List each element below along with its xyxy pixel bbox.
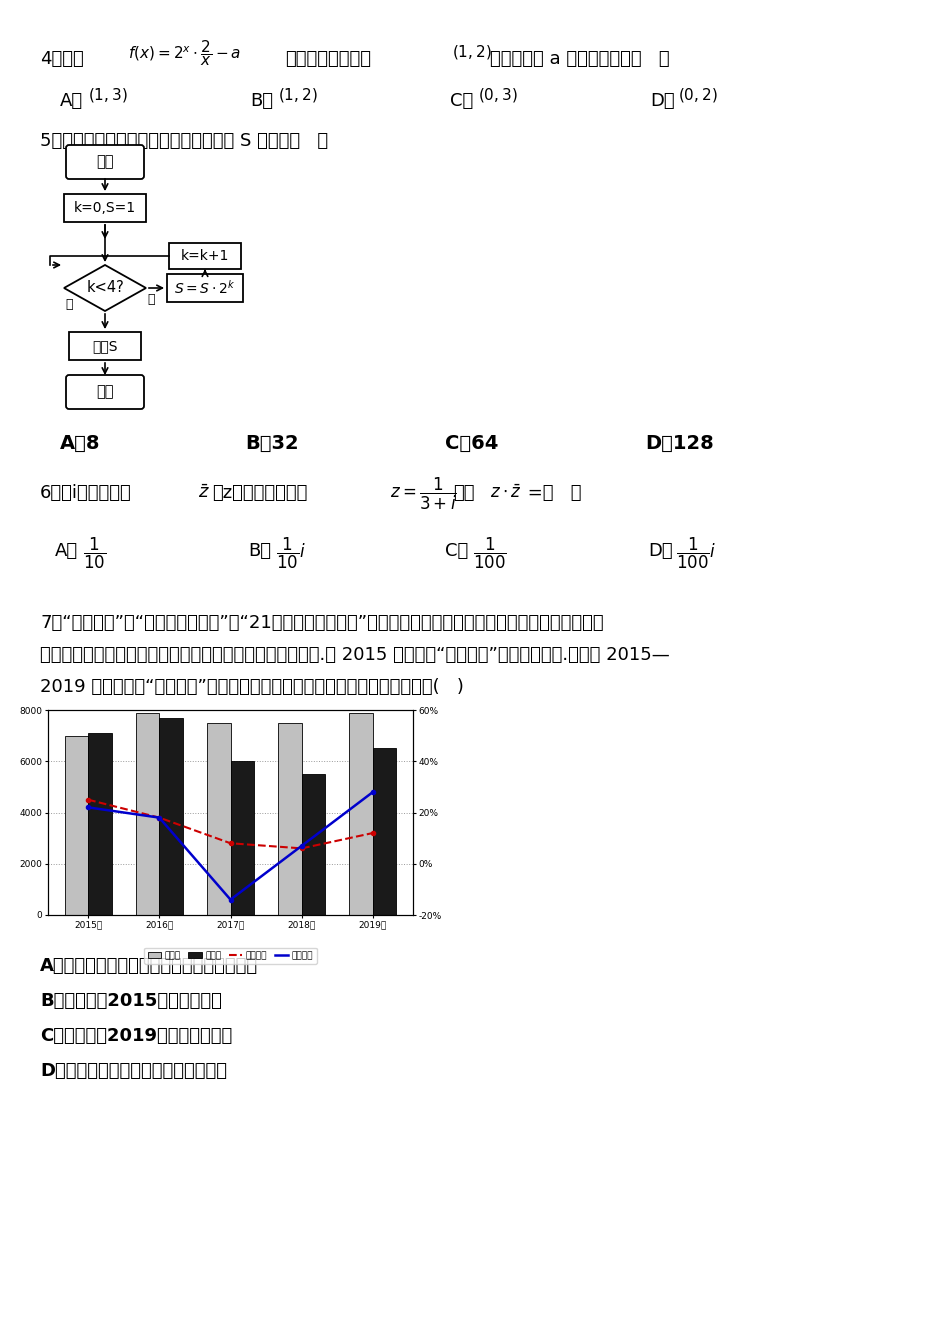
Bar [65, 735, 88, 915]
Bar [64, 194, 146, 222]
Text: 为z的共轭复数，若: 为z的共轭复数，若 [212, 484, 308, 503]
Text: C．这五年，2019年进口增速最快: C．这五年，2019年进口增速最快 [40, 1027, 232, 1046]
出口增速 [225, 835, 237, 851]
Text: $\dfrac{1}{100}i$: $\dfrac{1}{100}i$ [676, 536, 716, 571]
Line: 出口增速: 出口增速 [86, 797, 375, 851]
FancyBboxPatch shape [66, 145, 144, 179]
Polygon shape [64, 265, 146, 310]
Text: A．: A． [55, 542, 78, 560]
Text: $f(x)=2^{x}\cdot\dfrac{2}{x}-a$: $f(x)=2^{x}\cdot\dfrac{2}{x}-a$ [128, 38, 241, 67]
Text: 4．函数: 4．函数 [40, 50, 84, 69]
Text: $z\cdot\bar{z}$: $z\cdot\bar{z}$ [490, 484, 522, 503]
Text: 5．执行如图所示的程序框图，则输出的 S 的值是（   ）: 5．执行如图所示的程序框图，则输出的 S 的值是（ ） [40, 132, 328, 151]
Text: $\dfrac{1}{100}$: $\dfrac{1}{100}$ [473, 536, 506, 571]
Text: 7．“一带一路”是“丝绸之路经济带”和“21世纪海上丝绸之路”的简称，旨在积极发展我国与沿线国家经济合作关: 7．“一带一路”是“丝绸之路经济带”和“21世纪海上丝绸之路”的简称，旨在积极发… [40, 614, 603, 632]
Text: 开始: 开始 [96, 155, 114, 169]
Line: 进口增速: 进口增速 [86, 790, 375, 902]
Text: B．: B． [250, 91, 273, 110]
Text: D．这五年，出口增速前四年逐年下降: D．这五年，出口增速前四年逐年下降 [40, 1062, 227, 1081]
Text: $(1,2)$: $(1,2)$ [278, 86, 317, 103]
Text: $\dfrac{1}{10}$: $\dfrac{1}{10}$ [83, 536, 106, 571]
Text: A．: A． [60, 91, 84, 110]
Bar [302, 774, 325, 915]
FancyBboxPatch shape [66, 375, 144, 409]
Legend: 出口数, 进口数, 出口增速, 进口增速: 出口数, 进口数, 出口增速, 进口增速 [144, 948, 317, 964]
Text: C．: C． [445, 542, 468, 560]
出口增速 [83, 792, 94, 808]
Text: 输出S: 输出S [92, 339, 118, 353]
Bar [373, 749, 396, 915]
Bar [69, 332, 141, 360]
进口增速 [225, 891, 237, 907]
Text: B．这五年，2015年出口额最少: B．这五年，2015年出口额最少 [40, 992, 222, 1009]
Text: 否: 否 [65, 298, 72, 310]
Text: $S=S\cdot 2^{k}$: $S=S\cdot 2^{k}$ [174, 280, 236, 297]
Text: 2019 年，我国对“一带一路”沿线国家进出口情况统计图，下列描述错误的是(   ): 2019 年，我国对“一带一路”沿线国家进出口情况统计图，下列描述错误的是( ) [40, 677, 464, 696]
Text: $(0,2)$: $(0,2)$ [678, 86, 718, 103]
Text: B．32: B．32 [245, 434, 298, 453]
Text: 结束: 结束 [96, 384, 114, 399]
进口增速 [368, 784, 379, 800]
Bar [207, 723, 231, 915]
Bar [169, 243, 241, 269]
Text: 内，则实数 a 的取值范围是（   ）: 内，则实数 a 的取值范围是（ ） [490, 50, 670, 69]
Text: 是: 是 [147, 293, 155, 306]
Text: C．: C． [450, 91, 473, 110]
Text: 6．设i为数单位，: 6．设i为数单位， [40, 484, 132, 503]
Text: $z=\dfrac{1}{3+i}$: $z=\dfrac{1}{3+i}$ [390, 476, 457, 512]
Text: D．: D． [648, 542, 673, 560]
进口增速 [83, 800, 94, 816]
出口增速 [296, 840, 308, 856]
Text: ，则: ，则 [453, 484, 474, 503]
Text: $(0,3)$: $(0,3)$ [478, 86, 518, 103]
Bar [160, 718, 182, 915]
Text: k=0,S=1: k=0,S=1 [74, 202, 136, 215]
Bar [231, 761, 254, 915]
Bar [88, 732, 111, 915]
Text: 的一个零点在区间: 的一个零点在区间 [285, 50, 371, 69]
Text: =（   ）: =（ ） [522, 484, 581, 503]
Text: $(1,3)$: $(1,3)$ [88, 86, 127, 103]
Text: $(1,2)$: $(1,2)$ [452, 43, 492, 60]
Bar [350, 712, 373, 915]
进口增速 [154, 809, 165, 825]
Text: A．8: A．8 [60, 434, 101, 453]
Text: D．128: D．128 [645, 434, 713, 453]
Text: $\dfrac{1}{10}i$: $\dfrac{1}{10}i$ [276, 536, 306, 571]
Text: 系，共同打造政治互信、经济融合、文化包容的命运共同体.自 2015 年以来，“一带一路”建设成果显著.如图是 2015—: 系，共同打造政治互信、经济融合、文化包容的命运共同体.自 2015 年以来，“一… [40, 646, 670, 664]
进口增速 [296, 837, 308, 853]
Text: B．: B． [248, 542, 271, 560]
Bar [136, 712, 160, 915]
Text: A．这五年，出口总额之和比进口总额之和大: A．这五年，出口总额之和比进口总额之和大 [40, 957, 258, 974]
出口增速 [154, 809, 165, 825]
Text: $\bar{z}$: $\bar{z}$ [198, 484, 210, 503]
Text: D．: D． [650, 91, 674, 110]
Bar [167, 274, 243, 302]
Text: k<4?: k<4? [86, 281, 124, 296]
Bar [278, 723, 302, 915]
出口增速 [368, 825, 379, 841]
Text: C．64: C．64 [445, 434, 499, 453]
Text: k=k+1: k=k+1 [180, 249, 229, 263]
